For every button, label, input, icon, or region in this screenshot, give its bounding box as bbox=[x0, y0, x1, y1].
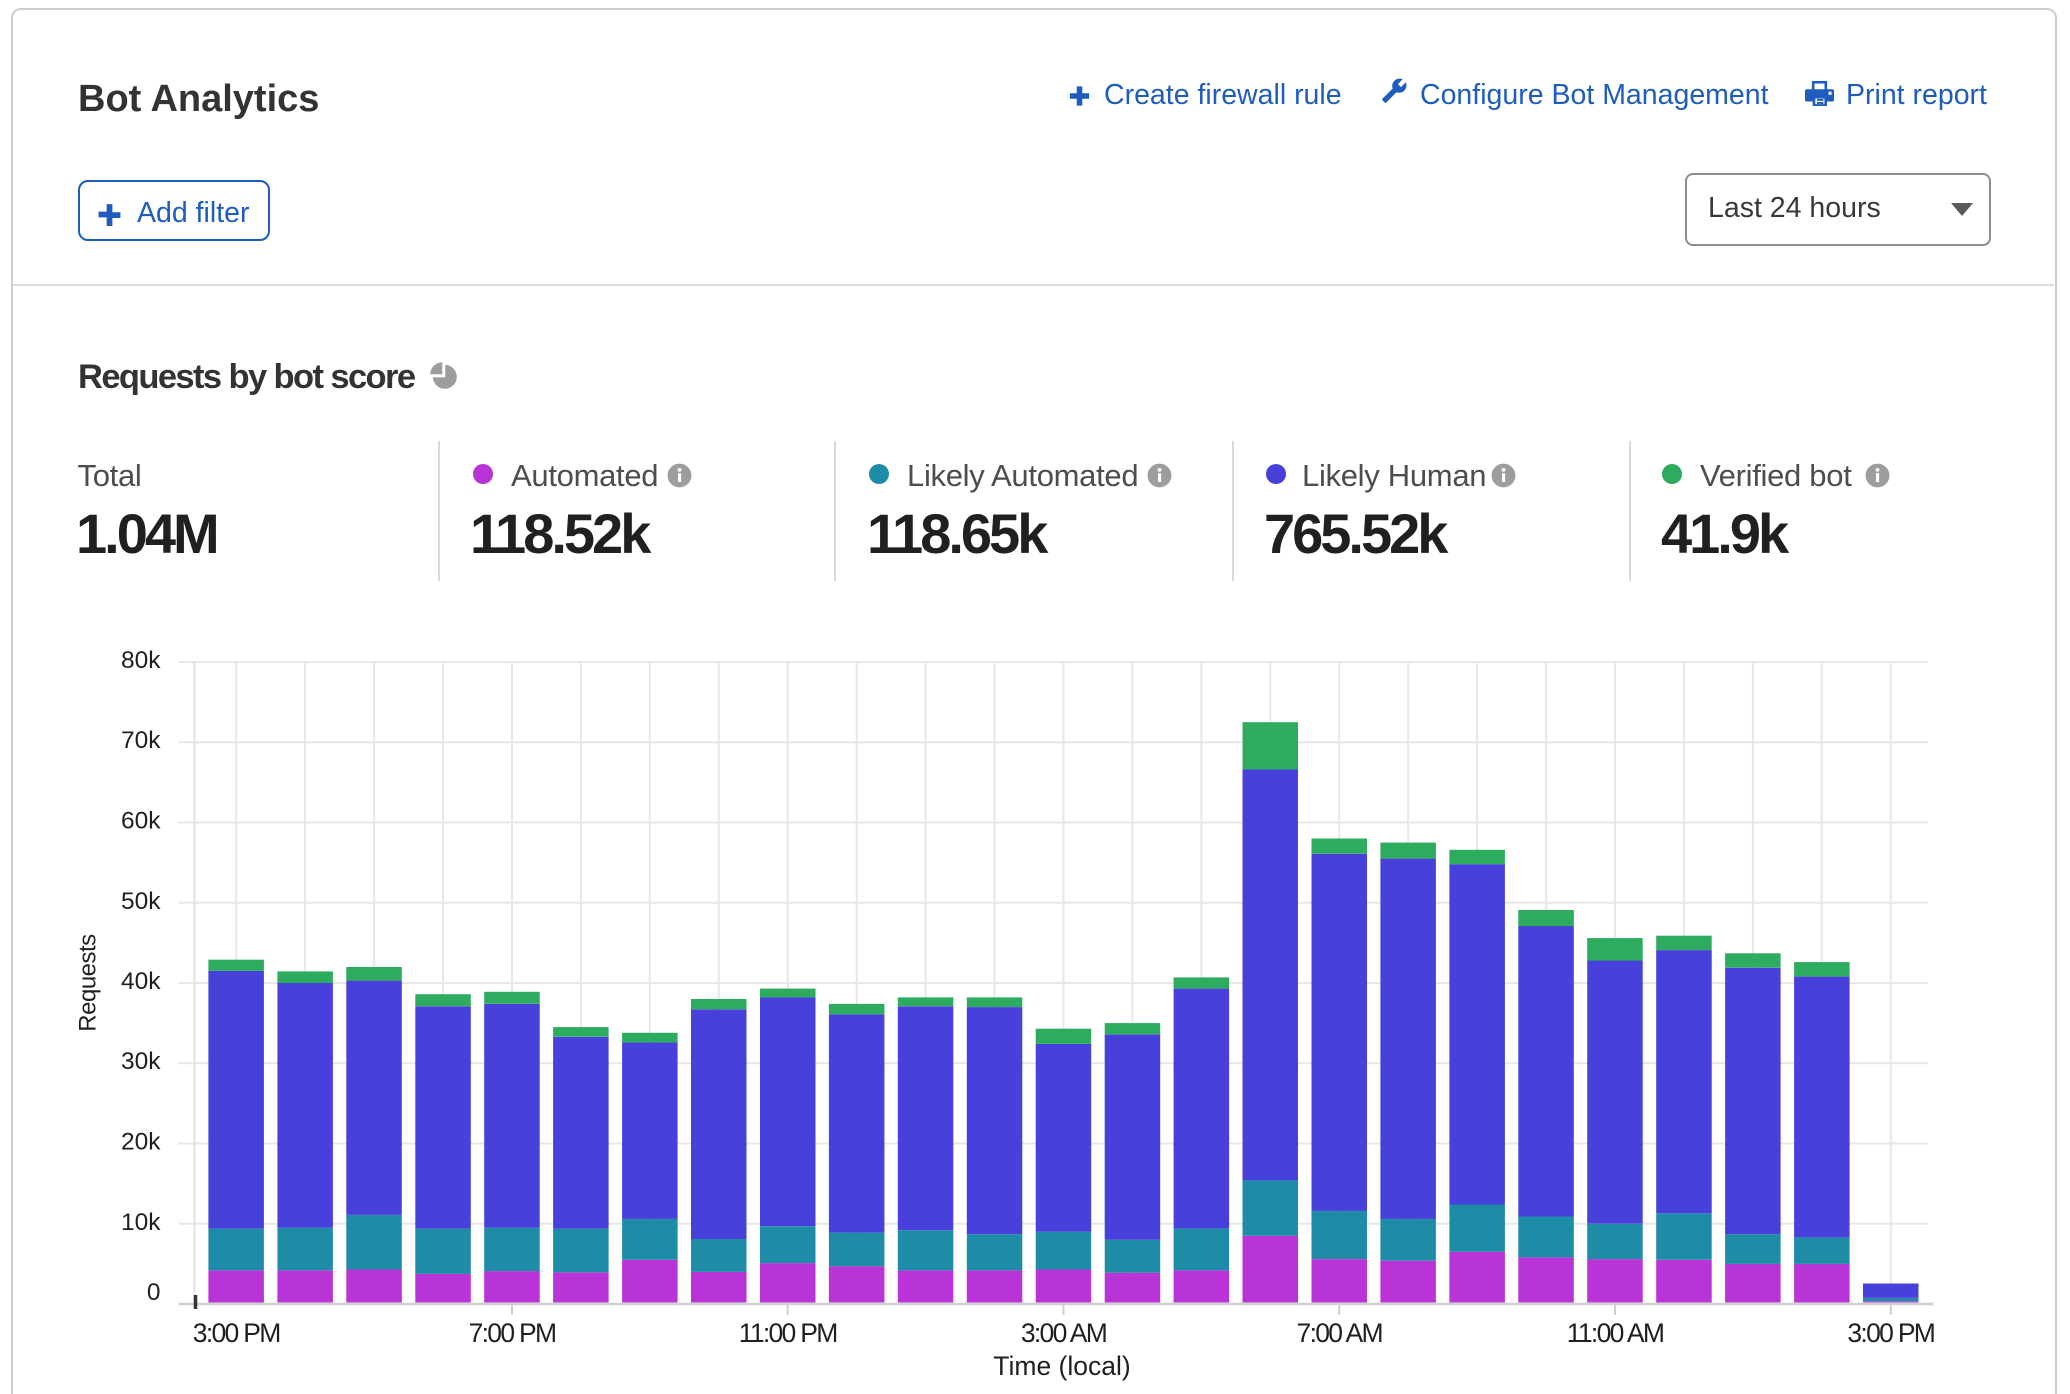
svg-text:Requests: Requests bbox=[75, 934, 102, 1032]
svg-text:3:00 PM: 3:00 PM bbox=[193, 1318, 280, 1348]
svg-text:20k: 20k bbox=[121, 1129, 161, 1156]
svg-text:70k: 70k bbox=[121, 727, 161, 754]
svg-text:3:00 PM: 3:00 PM bbox=[1847, 1318, 1934, 1348]
svg-text:0: 0 bbox=[147, 1279, 161, 1306]
svg-text:50k: 50k bbox=[121, 888, 161, 915]
svg-text:40k: 40k bbox=[121, 968, 161, 995]
svg-text:11:00 PM: 11:00 PM bbox=[739, 1318, 837, 1348]
svg-text:3:00 AM: 3:00 AM bbox=[1021, 1318, 1106, 1348]
svg-text:11:00 AM: 11:00 AM bbox=[1567, 1318, 1663, 1348]
svg-text:60k: 60k bbox=[121, 808, 161, 835]
svg-text:80k: 80k bbox=[121, 647, 161, 674]
svg-text:7:00 AM: 7:00 AM bbox=[1297, 1318, 1382, 1348]
svg-text:7:00 PM: 7:00 PM bbox=[469, 1318, 556, 1348]
svg-text:Time (local): Time (local) bbox=[993, 1351, 1130, 1381]
svg-text:30k: 30k bbox=[121, 1048, 161, 1075]
svg-text:10k: 10k bbox=[121, 1209, 161, 1236]
